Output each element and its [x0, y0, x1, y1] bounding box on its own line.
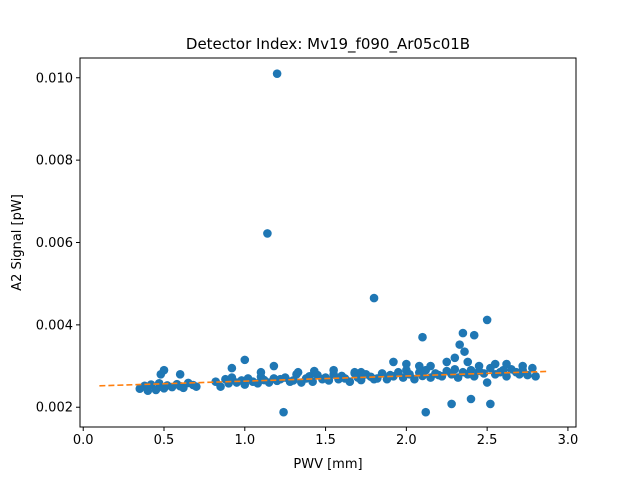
data-point [460, 347, 469, 356]
x-tick-label: 1.0 [234, 433, 255, 448]
data-point [502, 359, 511, 369]
data-point [143, 386, 153, 396]
data-point [528, 363, 537, 373]
data-point [369, 293, 379, 303]
data-point [175, 369, 185, 379]
data-point [350, 367, 359, 377]
data-point [502, 372, 511, 381]
data-point [329, 365, 338, 375]
x-tick-label: 0.5 [154, 433, 175, 448]
x-tick-label: 3.0 [558, 433, 579, 448]
data-point [256, 367, 266, 377]
data-point [389, 357, 398, 367]
data-point [531, 372, 540, 381]
data-point [450, 365, 460, 374]
data-point [450, 353, 460, 363]
x-tick-label: 2.0 [396, 433, 417, 448]
data-point [486, 399, 495, 409]
data-point [309, 366, 319, 376]
y-axis-label: A2 Signal [pW] [10, 194, 25, 291]
data-point [377, 369, 387, 378]
data-point [279, 407, 288, 417]
data-point [410, 374, 419, 384]
data-point [263, 229, 272, 238]
data-point [345, 377, 355, 387]
data-point [159, 365, 169, 375]
fit-line [99, 370, 549, 387]
data-point [458, 328, 468, 338]
data-point [418, 332, 427, 342]
fit-line-group [99, 370, 549, 387]
y-tick-label: 0.008 [36, 154, 73, 169]
y-tick-label: 0.002 [36, 401, 73, 416]
x-tick-label: 2.5 [477, 433, 498, 448]
data-point [216, 382, 225, 391]
y-tick-label: 0.004 [36, 318, 73, 333]
data-point [442, 357, 452, 367]
y-tick-label: 0.010 [36, 71, 73, 86]
data-point [240, 355, 250, 365]
data-point [192, 382, 201, 391]
chart-title: Detector Index: Mv19_f090_Ar05c01B [186, 35, 470, 54]
data-point [447, 399, 456, 409]
data-point [463, 357, 473, 367]
data-point [426, 361, 435, 371]
data-point [482, 315, 492, 325]
y-axis-ticks: 0.002 0.004 0.006 0.008 0.010 [36, 71, 80, 416]
data-point [469, 330, 479, 340]
data-point [466, 394, 476, 404]
x-tick-label: 0.0 [73, 433, 94, 448]
data-point [518, 361, 527, 371]
data-point [356, 367, 366, 377]
data-point [523, 370, 532, 380]
x-axis-label: PWV [mm] [293, 457, 362, 472]
data-point [490, 359, 500, 369]
x-axis-ticks: 0.0 0.5 1.0 1.5 2.0 2.5 3.0 [73, 427, 578, 448]
data-point [272, 69, 282, 78]
y-tick-label: 0.006 [36, 236, 73, 251]
data-point [402, 359, 411, 369]
x-tick-label: 1.5 [315, 433, 336, 448]
data-point [479, 369, 489, 378]
data-point [227, 363, 237, 373]
data-point [414, 361, 424, 371]
data-point [482, 378, 492, 387]
data-point [293, 367, 303, 377]
data-point [455, 340, 464, 349]
data-point [421, 407, 431, 417]
data-point [269, 361, 279, 371]
data-point [474, 361, 484, 371]
